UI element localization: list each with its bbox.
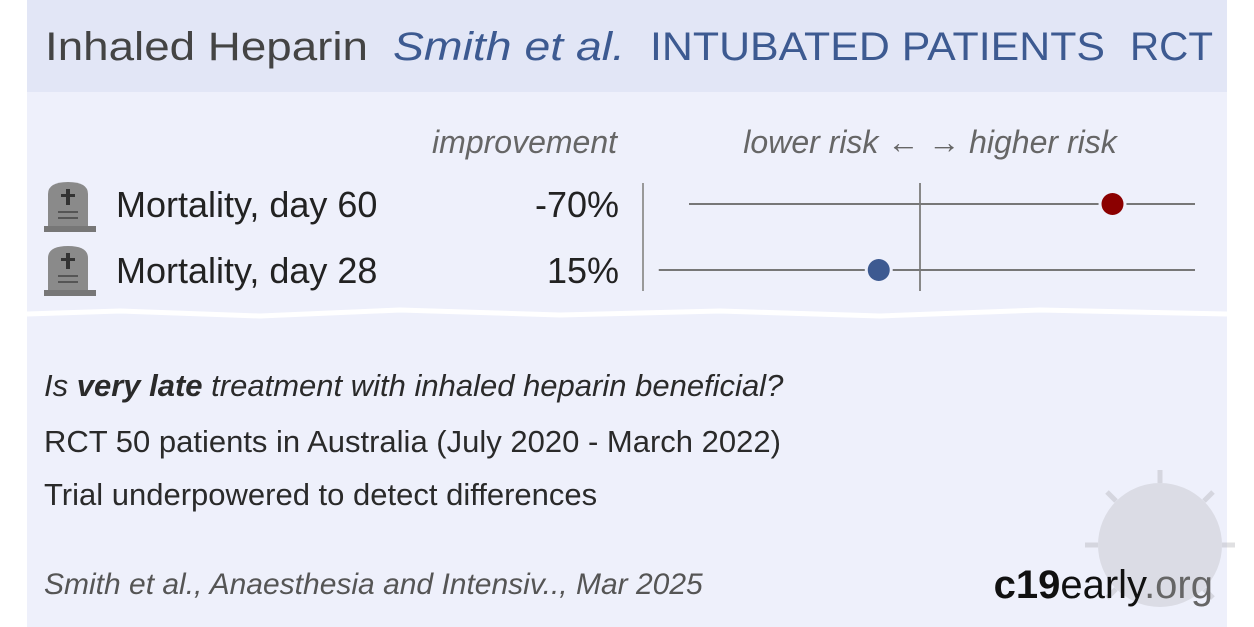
header-population: INTUBATED PATIENTS (650, 25, 1105, 69)
citation: Smith et al., Anaesthesia and Intensiv..… (44, 568, 703, 601)
tombstone-icon (44, 182, 96, 232)
detail-line: Trial underpowered to detect differences (44, 477, 597, 512)
question-emphasis: very late (77, 368, 203, 403)
logo-part: c19 (994, 563, 1061, 607)
question-part: treatment with inhaled heparin beneficia… (203, 368, 785, 403)
logo-part: early (1060, 563, 1147, 607)
header-drug: Inhaled Heparin (45, 25, 368, 69)
improvement-label: 15% (547, 250, 619, 291)
forest-axis-label: lower risk ← → higher risk (743, 124, 1118, 160)
effect-point (1098, 190, 1127, 218)
logo: c19early.org (994, 563, 1213, 607)
effect-point (864, 256, 893, 284)
outcome-name: Mortality, day 28 (116, 250, 377, 291)
outcome-name: Mortality, day 60 (116, 184, 377, 225)
improvement-label: -70% (535, 184, 619, 225)
header-design: RCT (1130, 25, 1213, 69)
header-band (27, 0, 1227, 92)
detail-line: RCT 50 patients in Australia (July 2020 … (44, 424, 781, 459)
question: Is very late treatment with inhaled hepa… (44, 368, 784, 403)
logo-part: .org (1144, 563, 1213, 607)
column-label: improvement (432, 124, 618, 160)
header-author: Smith et al. (393, 25, 625, 69)
question-part: Is (44, 368, 77, 403)
tombstone-icon (44, 246, 96, 296)
tombstone-icons (44, 182, 96, 296)
virus-icon (1085, 470, 1235, 607)
torn-edge (26, 307, 1228, 319)
